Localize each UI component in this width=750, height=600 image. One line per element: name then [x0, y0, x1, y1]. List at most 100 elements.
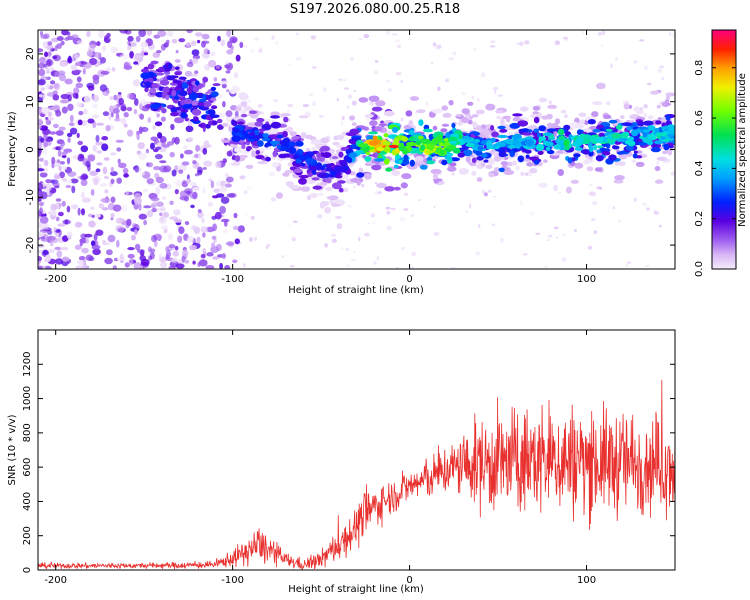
ridge-cell: [603, 114, 612, 119]
ridge-cell: [191, 109, 202, 116]
ridge-cell: [575, 137, 584, 144]
ridge-cell: [383, 133, 389, 138]
noise-cell: [243, 44, 248, 48]
ridge-cell: [618, 133, 629, 138]
noise-cell: [93, 233, 98, 241]
ridge-cell: [400, 182, 408, 189]
ridge-cell: [596, 149, 601, 154]
noise-cell: [75, 82, 84, 89]
noise-cell: [45, 83, 50, 90]
spectrogram-cells: [38, 30, 675, 269]
noise-cell: [169, 200, 174, 205]
noise-cell: [557, 191, 562, 194]
ridge-cell: [309, 192, 318, 199]
noise-cell: [47, 41, 53, 46]
ridge-cell: [517, 155, 525, 163]
noise-cell: [136, 132, 140, 141]
ridge-cell: [535, 143, 545, 151]
ridge-cell: [336, 223, 343, 230]
ridge-cell: [573, 153, 581, 158]
ridge-cell: [316, 157, 324, 162]
noise-cell: [96, 41, 101, 47]
ridge-cell: [563, 139, 570, 147]
noise-cell: [99, 84, 108, 92]
noise-cell: [619, 115, 625, 120]
ridge-cell: [537, 112, 543, 119]
ridge-cell: [229, 143, 238, 148]
ridge-cell: [291, 136, 301, 140]
ridge-cell: [149, 87, 157, 94]
noise-cell: [129, 51, 135, 59]
noise-cell: [220, 218, 230, 223]
noise-cell: [38, 147, 42, 155]
noise-cell: [98, 30, 105, 38]
noise-cell: [80, 145, 89, 153]
ridge-cell: [405, 110, 413, 117]
noise-cell: [134, 243, 141, 251]
noise-cell: [58, 165, 62, 172]
noise-cell: [132, 79, 140, 87]
ridge-cell: [574, 147, 583, 151]
ridge-cell: [628, 136, 635, 142]
ridge-cell: [192, 86, 199, 93]
ridge-cell: [312, 185, 323, 190]
noise-cell: [66, 157, 71, 165]
y-tick-label: 200: [22, 526, 33, 545]
ridge-cell: [162, 86, 170, 94]
noise-cell: [197, 209, 202, 213]
noise-cell: [38, 231, 45, 238]
noise-cell: [348, 94, 352, 99]
noise-cell: [184, 149, 193, 155]
ridge-cell: [545, 146, 551, 151]
noise-cell: [38, 94, 43, 98]
noise-cell: [153, 166, 161, 171]
noise-cell: [395, 71, 402, 76]
ridge-cell: [237, 121, 244, 125]
noise-cell: [112, 107, 120, 114]
ridge-cell: [499, 129, 508, 133]
ridge-cell: [627, 140, 636, 147]
noise-cell: [122, 167, 129, 174]
noise-cell: [121, 105, 127, 112]
ridge-cell: [653, 128, 660, 133]
ridge-cell: [655, 120, 662, 125]
ridge-cell: [613, 179, 624, 184]
ridge-cell: [509, 150, 515, 158]
noise-cell: [218, 186, 227, 193]
ridge-cell: [455, 114, 462, 117]
noise-cell: [47, 235, 56, 241]
noise-cell: [213, 77, 218, 82]
noise-cell: [94, 51, 101, 58]
noise-cell: [175, 179, 183, 187]
ridge-cell: [229, 88, 237, 95]
noise-cell: [220, 180, 226, 187]
noise-cell: [140, 50, 145, 57]
ridge-cell: [668, 145, 674, 149]
noise-cell: [159, 182, 168, 189]
ridge-cell: [211, 105, 218, 110]
ridge-cell: [547, 104, 558, 109]
noise-cell: [127, 40, 131, 46]
ridge-cell: [656, 132, 666, 137]
ridge-cell: [230, 162, 241, 166]
noise-cell: [87, 118, 95, 124]
ridge-cell: [539, 136, 547, 141]
ridge-cell: [592, 101, 603, 106]
ridge-cell: [650, 147, 661, 153]
noise-cell: [374, 191, 380, 196]
noise-cell: [80, 179, 88, 186]
noise-cell: [112, 204, 122, 212]
ridge-cell: [298, 115, 309, 119]
ridge-cell: [331, 182, 342, 190]
noise-cell: [100, 70, 110, 75]
noise-cell: [38, 48, 44, 53]
ridge-cell: [385, 167, 393, 172]
noise-cell: [92, 176, 101, 183]
y-tick-label: 400: [22, 492, 33, 511]
noise-cell: [489, 45, 496, 48]
noise-cell: [38, 141, 43, 149]
ridge-cell: [207, 109, 216, 116]
noise-cell: [245, 213, 248, 217]
ridge-cell: [666, 124, 675, 131]
noise-cell: [344, 87, 350, 90]
